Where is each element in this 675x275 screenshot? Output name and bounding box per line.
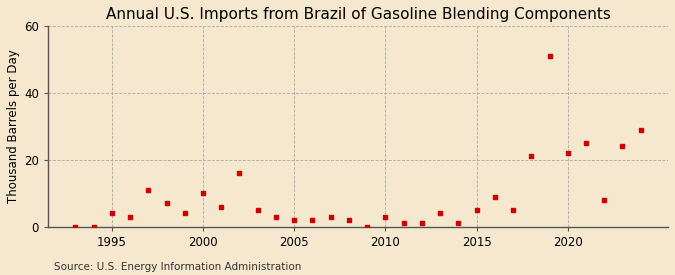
Point [580,141,591,145]
Point [216,205,227,209]
Point [344,218,354,222]
Point [398,221,409,226]
Point [88,225,99,229]
Y-axis label: Thousand Barrels per Day: Thousand Barrels per Day [7,50,20,203]
Point [544,54,555,58]
Point [198,191,209,196]
Point [289,218,300,222]
Title: Annual U.S. Imports from Brazil of Gasoline Blending Components: Annual U.S. Imports from Brazil of Gasol… [105,7,610,22]
Point [489,194,500,199]
Point [325,214,336,219]
Point [526,154,537,159]
Point [180,211,190,216]
Point [234,171,245,175]
Point [599,198,610,202]
Point [143,188,154,192]
Point [435,211,446,216]
Point [617,144,628,148]
Point [252,208,263,212]
Point [362,225,373,229]
Text: Source: U.S. Energy Information Administration: Source: U.S. Energy Information Administ… [54,262,301,272]
Point [416,221,427,226]
Point [635,128,646,132]
Point [380,214,391,219]
Point [125,214,136,219]
Point [453,221,464,226]
Point [70,225,81,229]
Point [307,218,318,222]
Point [562,151,573,155]
Point [271,214,281,219]
Point [161,201,172,205]
Point [107,211,117,216]
Point [508,208,518,212]
Point [471,208,482,212]
